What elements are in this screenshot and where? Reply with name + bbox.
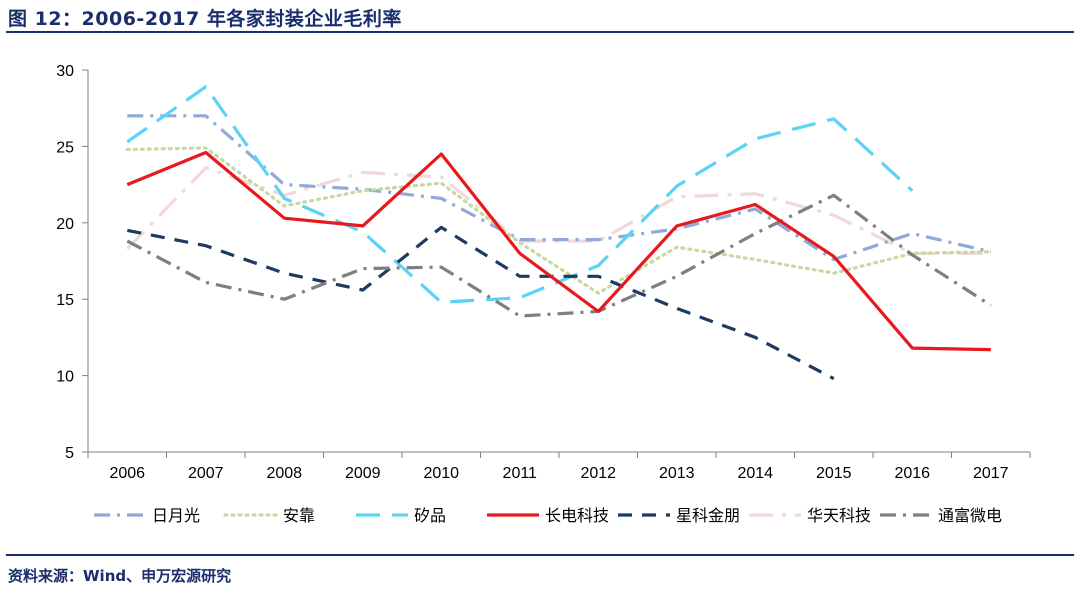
chart-series [125,85,993,381]
legend-label-0: 日月光 [152,506,200,525]
legend-label-4: 星科金朋 [676,506,740,525]
chart-legend: 日月光 安靠 矽品 长电科技 星科金朋 华天科技 通富微电 [94,506,1002,525]
footer-divider [6,554,1074,556]
series-line-2 [126,85,914,304]
legend-label-6: 通富微电 [938,506,1002,525]
legend-label-1: 安靠 [283,506,315,525]
source-note: 资料来源：Wind、申万宏源研究 [8,567,232,585]
series-line-6 [126,193,992,318]
x-tick-label: 2006 [109,465,145,482]
figure-title: 图 12：2006-2017 年各家封装企业毛利率 [8,8,402,30]
x-tick-label: 2007 [188,465,224,482]
series-line-1 [125,146,993,295]
series-line-4 [126,225,835,381]
x-tick-label: 2012 [580,465,616,482]
x-tick-label: 2010 [423,465,459,482]
legend-label-5: 华天科技 [807,506,871,525]
legend-label-3: 长电科技 [545,506,609,525]
series-line-3 [126,150,991,352]
chart-axes: 5 10 15 20 25 30 2006 2007 2008 2009 2010 2011 2012 2… [56,63,1031,482]
series-line-0 [127,114,992,262]
x-tick-label: 2013 [659,465,695,482]
x-tick-label: 2011 [503,465,538,482]
x-tick-label: 2008 [266,465,302,482]
legend-label-2: 矽品 [414,506,446,525]
x-tick-label: 2017 [973,465,1009,482]
y-tick-label: 15 [56,292,74,309]
y-tick-label: 20 [56,216,74,233]
y-tick-label: 5 [65,445,74,462]
x-tick-label: 2016 [894,465,930,482]
y-tick-label: 30 [56,63,74,80]
x-tick-label: 2015 [816,465,852,482]
title-divider [6,31,1074,33]
line-chart: 5 10 15 20 25 30 2006 2007 2008 2009 2010 2011 2012 2… [56,63,1031,525]
y-tick-label: 10 [56,369,74,386]
y-tick-label: 25 [56,139,74,156]
x-tick-label: 2014 [737,465,773,482]
x-tick-label: 2009 [345,465,381,482]
